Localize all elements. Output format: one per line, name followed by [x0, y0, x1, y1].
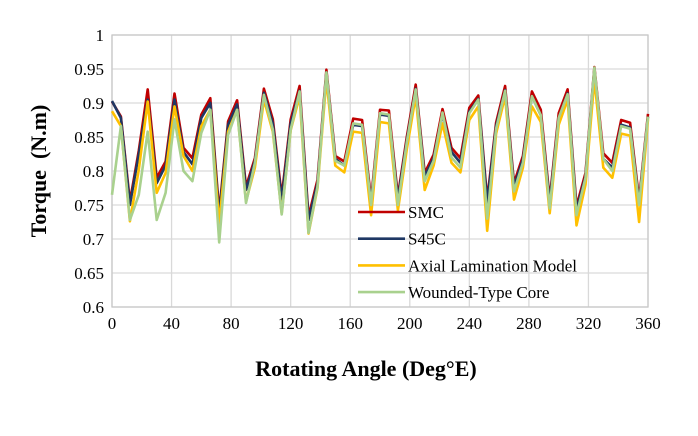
legend-label: Axial Lamination Model	[408, 256, 577, 275]
legend-label: SMC	[408, 203, 444, 222]
y-tick-label: 0.6	[83, 298, 104, 317]
x-tick-labels: 0 40 80 120 160 200 240 280 320 360	[108, 314, 661, 333]
y-axis-label: Torque (N.m)	[26, 105, 51, 238]
y-tick-label: 0.65	[74, 264, 104, 283]
y-tick-label: 0.85	[74, 128, 104, 147]
series-line-wounded-type-core	[110, 66, 650, 244]
x-tick-label: 320	[576, 314, 602, 333]
x-tick-label: 0	[108, 314, 117, 333]
x-tick-label: 200	[397, 314, 423, 333]
y-tick-label: 0.95	[74, 60, 104, 79]
legend-label: Wounded-Type Core	[408, 283, 549, 302]
x-tick-label: 360	[635, 314, 661, 333]
series-line-smc	[110, 65, 650, 218]
y-tick-label: 0.7	[83, 230, 105, 249]
y-tick-label: 1	[96, 26, 105, 45]
x-tick-label: 80	[223, 314, 240, 333]
x-tick-label: 160	[337, 314, 363, 333]
y-tick-label: 0.8	[83, 162, 104, 181]
y-tick-label: 0.75	[74, 196, 104, 215]
y-tick-label: 0.9	[83, 94, 104, 113]
legend-label: S45C	[408, 230, 446, 249]
x-axis-label: Rotating Angle (Deg°E)	[255, 356, 476, 381]
x-tick-label: 240	[457, 314, 483, 333]
legend: SMC S45C Axial Lamination Model Wounded-Typ…	[358, 203, 577, 302]
x-tick-label: 280	[516, 314, 542, 333]
x-tick-label: 40	[163, 314, 180, 333]
series-lines	[110, 65, 650, 244]
y-tick-labels: 0.6 0.65 0.7 0.75 0.8 0.85 0.9 0.95 1	[74, 26, 104, 317]
plot-area-border	[111, 34, 649, 308]
x-tick-label: 120	[278, 314, 304, 333]
